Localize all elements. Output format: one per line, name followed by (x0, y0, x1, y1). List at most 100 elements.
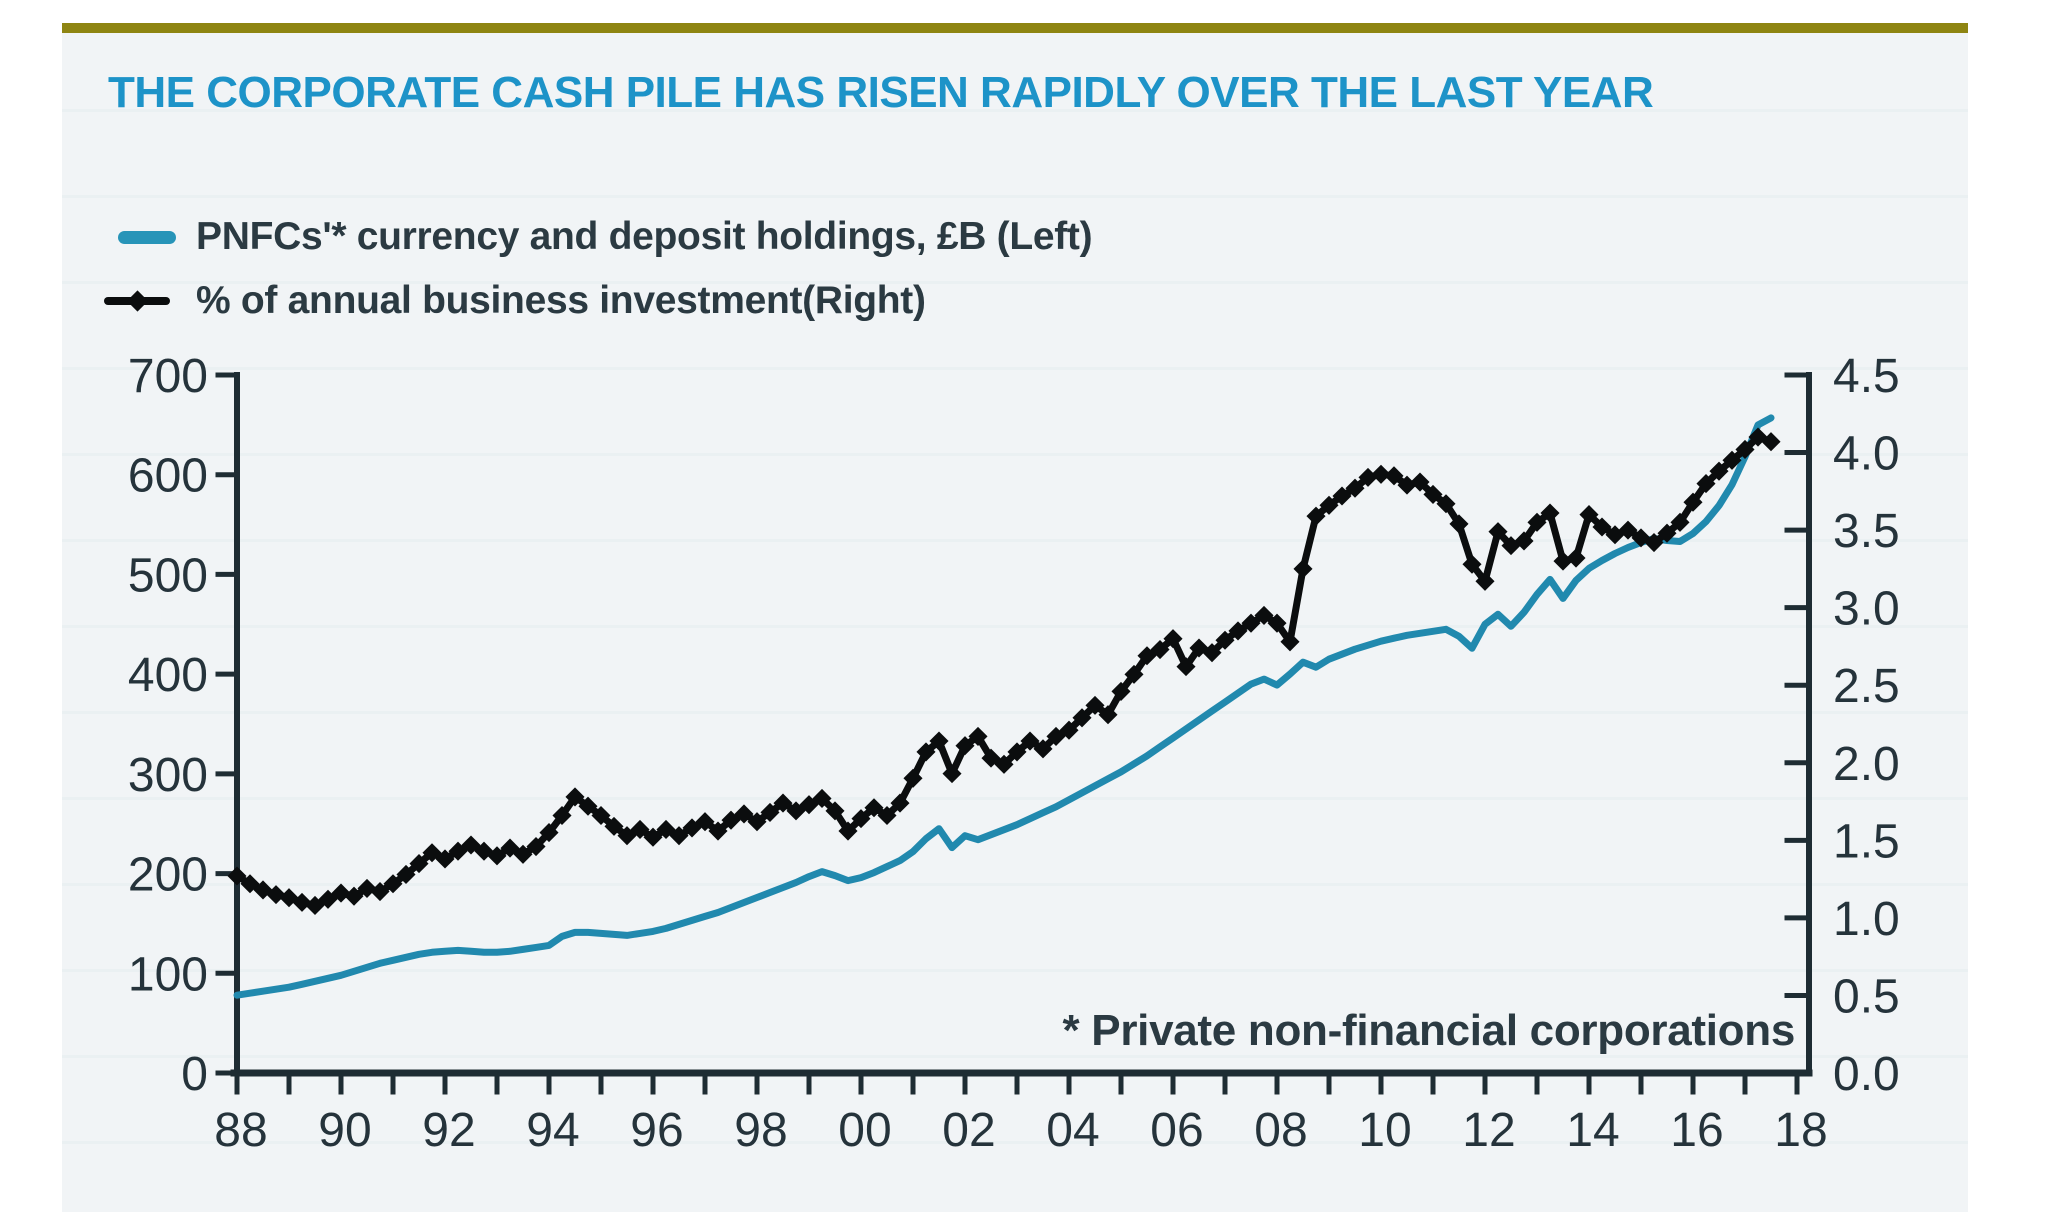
diamond-marker-icon (1072, 708, 1092, 728)
legend-swatch-cash (104, 230, 196, 244)
diamond-marker-icon (1319, 495, 1339, 515)
diamond-marker-icon (760, 802, 780, 822)
diamond-marker-icon (786, 801, 806, 821)
diamond-marker-icon (799, 795, 819, 815)
diamond-marker-icon (812, 788, 832, 808)
diamond-marker-icon (1124, 664, 1144, 684)
diamond-marker-icon (1085, 695, 1105, 715)
right-axis-tick-label: 0.0 (1833, 1048, 1900, 1101)
right-axis-tick-label: 4.5 (1833, 350, 1900, 403)
right-axis-tick-label: 1.5 (1833, 815, 1900, 868)
series-line-cash-holdings (233, 414, 1775, 999)
x-axis-tick-label: 14 (1566, 1104, 1619, 1157)
diamond-marker-icon (1215, 630, 1235, 650)
diamond-marker-icon (1280, 632, 1300, 652)
left-axis-tick-label: 200 (128, 849, 208, 902)
diamond-marker-icon (305, 895, 325, 916)
x-axis-tick-label: 02 (942, 1104, 995, 1157)
diamond-marker-icon (331, 883, 351, 903)
legend: PNFCs'* currency and deposit holdings, £… (104, 205, 1093, 333)
legend-item-cash: PNFCs'* currency and deposit holdings, £… (104, 205, 1093, 269)
left-axis-tick-label: 600 (128, 450, 208, 503)
x-axis-tick-label: 12 (1462, 1104, 1515, 1157)
left-axis-tick-label: 100 (128, 948, 208, 1001)
diamond-marker-icon (1254, 605, 1274, 625)
diamond-marker-icon (1657, 523, 1677, 543)
diamond-marker-icon (591, 805, 611, 826)
diamond-marker-icon (344, 886, 364, 906)
diamond-marker-icon (656, 819, 676, 840)
diamond-marker-icon (1176, 657, 1196, 677)
diamond-marker-icon (916, 742, 936, 762)
left-axis-tick-label: 0 (181, 1048, 208, 1101)
diamond-marker-icon (1423, 484, 1443, 504)
diamond-marker-icon (1397, 475, 1417, 495)
diamond-marker-icon (682, 818, 702, 838)
diamond-marker-icon (1566, 548, 1586, 568)
diamond-marker-icon (383, 874, 403, 894)
diamond-marker-icon (643, 827, 663, 847)
diamond-marker-icon (448, 841, 468, 861)
diamond-marker-icon (1618, 520, 1638, 540)
diamond-marker-icon (1228, 621, 1248, 641)
diamond-marker-icon (1449, 514, 1469, 534)
x-axis-tick-label: 88 (214, 1104, 267, 1157)
diamond-marker-icon (994, 754, 1014, 774)
x-axis-tick-label: 00 (838, 1104, 891, 1157)
diamond-marker-icon (838, 821, 858, 841)
diamond-marker-icon (903, 768, 923, 788)
x-axis-tick-label: 08 (1254, 1104, 1307, 1157)
diamond-marker-icon (942, 764, 962, 784)
diamond-marker-icon (1306, 506, 1326, 526)
left-axis-tick-label: 300 (128, 749, 208, 802)
diamond-marker-icon (708, 821, 728, 841)
diamond-marker-icon (604, 816, 624, 836)
diamond-marker-icon (266, 885, 286, 905)
x-axis-tick-label: 06 (1150, 1104, 1203, 1157)
diamond-marker-icon (1293, 559, 1313, 579)
diamond-marker-icon (825, 801, 845, 821)
diamond-marker-icon (1514, 531, 1534, 551)
diamond-marker-icon (1761, 432, 1781, 452)
right-axis-tick-label: 1.0 (1833, 893, 1900, 946)
diamond-marker-icon (292, 892, 312, 912)
diamond-marker-icon (487, 846, 507, 866)
diamond-marker-icon (669, 826, 689, 846)
diamond-marker-icon (435, 849, 455, 869)
x-axis-tick-label: 94 (526, 1104, 579, 1157)
page-title: THE CORPORATE CASH PILE HAS RISEN RAPIDL… (108, 68, 1654, 117)
diamond-marker-icon (1098, 705, 1118, 725)
diamond-marker-icon (877, 805, 897, 826)
diamond-marker-icon (929, 731, 949, 751)
diamond-marker-icon (981, 748, 1001, 768)
right-axis-tick-label: 3.0 (1833, 583, 1900, 636)
legend-swatch-investment (104, 290, 196, 312)
diamond-marker-icon (1137, 646, 1157, 666)
x-axis-tick-label: 96 (630, 1104, 683, 1157)
diamond-marker-icon (1384, 466, 1404, 486)
right-axis-tick-label: 3.5 (1833, 505, 1900, 558)
x-axis-tick-label: 04 (1046, 1104, 1099, 1157)
diamond-marker-icon (526, 836, 546, 857)
diamond-marker-icon (1436, 494, 1456, 514)
diamond-marker-icon (409, 854, 429, 874)
diamond-marker-icon (1059, 720, 1079, 740)
diamond-marker-icon (1709, 461, 1729, 481)
diamond-marker-icon (617, 826, 637, 846)
diamond-marker-icon (1722, 450, 1742, 470)
x-axis-tick-label: 10 (1358, 1104, 1411, 1157)
diamond-marker-icon (851, 809, 871, 829)
diamond-marker-icon (1163, 629, 1183, 649)
diamond-marker-icon (1592, 517, 1612, 537)
diamond-marker-icon (1410, 472, 1430, 492)
diamond-marker-icon (1527, 512, 1547, 532)
diamond-marker-icon (747, 812, 767, 832)
x-axis-tick-label: 90 (318, 1104, 371, 1157)
diamond-marker-icon (695, 812, 715, 832)
x-axis-tick-label: 16 (1670, 1104, 1723, 1157)
diamond-marker-icon (1696, 474, 1716, 494)
series-line-investment-pct (233, 433, 1775, 909)
legend-item-label: PNFCs'* currency and deposit holdings, £… (196, 215, 1093, 258)
